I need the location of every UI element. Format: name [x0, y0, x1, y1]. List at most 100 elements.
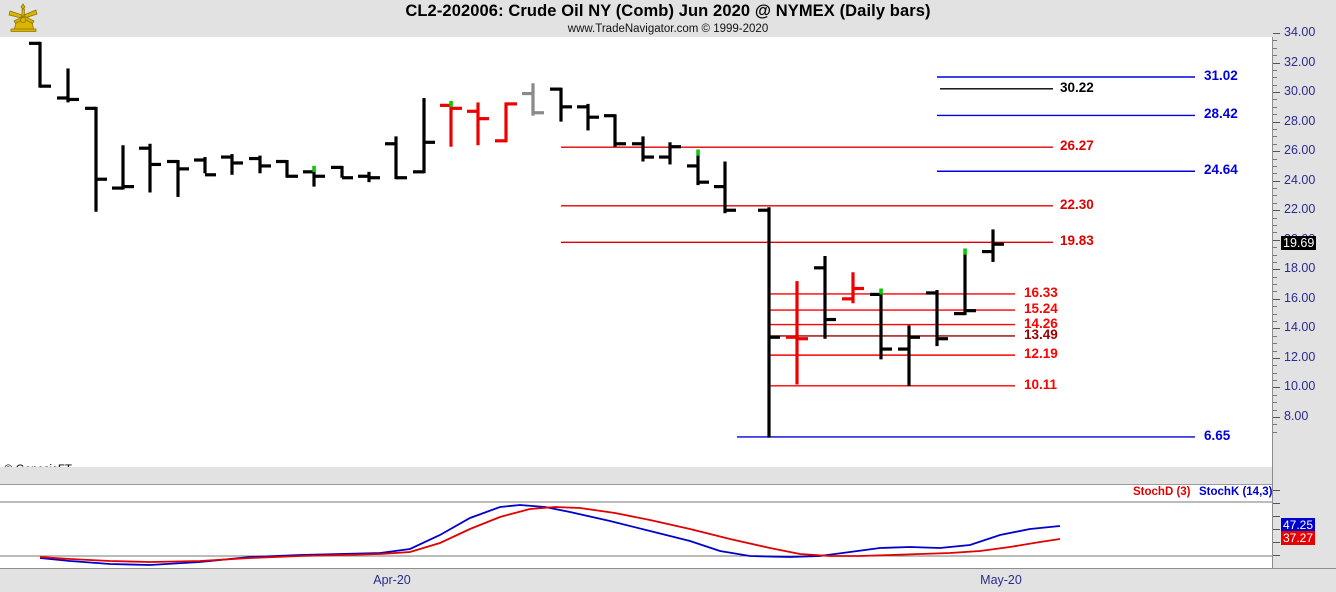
axis-minor-tick: [1273, 202, 1277, 204]
ohlc-bar: [385, 136, 407, 180]
axis-minor-tick: [1273, 77, 1277, 79]
current-price-badge: 19.69: [1281, 236, 1317, 251]
stochastic-pane[interactable]: [0, 484, 1272, 570]
axis-minor-tick: [1273, 424, 1277, 426]
ohlc-bar: [814, 256, 836, 339]
ohlc-bar: [550, 87, 572, 122]
price-chart-pane[interactable]: [0, 37, 1272, 468]
ohlc-bar: [577, 103, 599, 131]
bar-marker: [696, 149, 700, 156]
axis-minor-tick: [1273, 431, 1277, 433]
axis-tick: [1273, 298, 1280, 300]
ohlc-bar: [982, 229, 1004, 262]
stochk-line: [39, 504, 1061, 566]
ohlc-bar: [659, 142, 681, 165]
axis-tick: [1273, 555, 1280, 556]
ohlc-bar: [112, 145, 134, 190]
axis-tick: [1273, 328, 1280, 330]
axis-minor-tick: [1273, 47, 1277, 49]
ohlc-bar: [954, 248, 976, 316]
axis-tick-label: 10.00: [1284, 379, 1316, 394]
axis-minor-tick: [1273, 143, 1277, 145]
pane-separator: [0, 467, 1336, 484]
axis-minor-tick: [1273, 261, 1277, 263]
axis-tick: [1273, 516, 1280, 517]
stochd-line: [39, 506, 1061, 563]
axis-tick-label: 26.00: [1284, 143, 1316, 158]
axis-tick-label: 18.00: [1284, 261, 1316, 276]
ohlc-bar: [522, 83, 544, 116]
axis-minor-tick: [1273, 114, 1277, 116]
axis-minor-tick: [1273, 380, 1277, 382]
axis-minor-tick: [1273, 84, 1277, 86]
axis-tick: [1273, 529, 1280, 530]
axis-tick-label: 30.00: [1284, 84, 1316, 99]
axis-minor-tick: [1273, 106, 1277, 108]
axis-minor-tick: [1273, 158, 1277, 160]
genesis-transit-logo: [8, 3, 38, 32]
ohlc-bar: [870, 288, 892, 360]
axis-minor-tick: [1273, 40, 1277, 42]
ohlc-bar: [495, 102, 517, 143]
axis-minor-tick: [1273, 136, 1277, 138]
ohlc-bar: [303, 165, 325, 187]
axis-minor-tick: [1273, 217, 1277, 219]
ohlc-bar: [440, 100, 462, 147]
price-level-label: 16.33: [1024, 284, 1058, 300]
axis-minor-tick: [1273, 402, 1277, 404]
price-bars-layer: [29, 41, 1195, 438]
axis-tick: [1273, 151, 1280, 153]
ohlc-bar: [276, 159, 298, 178]
page-title: CL2-202006: Crude Oil NY (Comb) Jun 2020…: [405, 2, 931, 20]
stochd-legend: StochD (3): [1133, 486, 1191, 498]
price-axis[interactable]: 34.0032.0030.0028.0026.0024.0022.0020.00…: [1272, 25, 1336, 568]
price-level-label: 31.02: [1204, 68, 1238, 83]
axis-minor-tick: [1273, 350, 1277, 352]
axis-tick: [1273, 33, 1280, 34]
axis-minor-tick: [1273, 247, 1277, 249]
axis-tick: [1273, 92, 1280, 94]
bar-marker: [449, 100, 453, 107]
price-level-label: 28.42: [1204, 106, 1238, 122]
price-level-label: 14.26: [1024, 315, 1058, 331]
bar-marker: [879, 288, 883, 295]
ohlc-bar: [139, 143, 161, 193]
axis-minor-tick: [1273, 372, 1277, 374]
axis-tick-label: 14.00: [1284, 320, 1316, 335]
bar-marker: [963, 248, 967, 255]
axis-tick-label: 24.00: [1284, 172, 1316, 187]
ohlc-bar: [249, 155, 271, 174]
axis-minor-tick: [1273, 335, 1277, 337]
axis-minor-tick: [1273, 365, 1277, 367]
axis-minor-tick: [1273, 409, 1277, 411]
axis-minor-tick: [1273, 99, 1277, 101]
axis-minor-tick: [1273, 254, 1277, 256]
ohlc-bar: [467, 102, 489, 146]
price-level-label: 10.11: [1024, 376, 1058, 392]
ohlc-bar: [898, 325, 920, 386]
axis-tick: [1273, 503, 1280, 504]
price-level-label: 13.49: [1024, 326, 1058, 342]
axis-tick: [1273, 387, 1280, 389]
axis-minor-tick: [1273, 313, 1277, 315]
axis-tick-label: 22.00: [1284, 202, 1316, 217]
axis-minor-tick: [1273, 129, 1277, 130]
axis-tick: [1273, 239, 1280, 241]
axis-minor-tick: [1273, 343, 1277, 345]
axis-tick-label: 8.00: [1284, 409, 1309, 423]
date-axis[interactable]: Apr-20 May-20: [0, 568, 1336, 592]
price-level-label: 15.24: [1024, 301, 1058, 317]
axis-minor-tick: [1273, 165, 1277, 167]
ohlc-bar: [786, 281, 808, 385]
axis-minor-tick: [1273, 225, 1277, 226]
axis-tick: [1273, 62, 1280, 64]
axis-tick-label: 34.00: [1284, 25, 1316, 39]
ohlc-bar: [194, 157, 216, 177]
date-axis-label: May-20: [980, 573, 1022, 587]
stochastic-lines-layer: [0, 501, 1272, 566]
axis-minor-tick: [1273, 394, 1277, 396]
ohlc-bar: [632, 136, 654, 162]
axis-tick: [1273, 121, 1280, 123]
ohlc-bar: [714, 161, 736, 214]
